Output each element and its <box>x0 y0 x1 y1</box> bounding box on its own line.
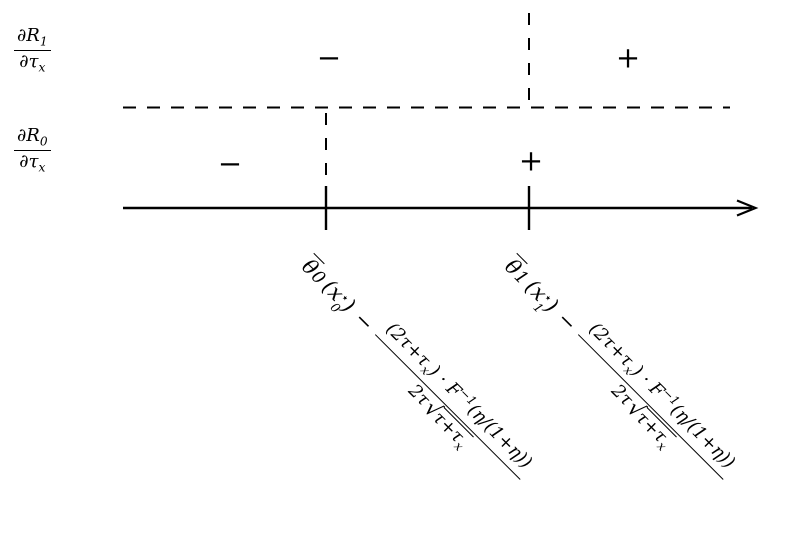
sign-r1-positive: + <box>615 40 641 75</box>
minus-operator: − <box>349 306 379 337</box>
partial-R: ∂R <box>17 25 40 46</box>
numerator-subscript: 1 <box>39 34 48 49</box>
axis-arrowhead-icon <box>736 199 759 217</box>
sign-r0-negative: − <box>217 146 243 181</box>
deriv-numerator: ∂R0 <box>14 125 51 152</box>
partial-tau: ∂τ <box>19 51 39 73</box>
minus-operator: − <box>552 306 582 337</box>
partial-R: ∂R <box>17 125 40 146</box>
deriv-label-dR0-dtaux: ∂R0 ∂τx <box>14 125 51 176</box>
deriv-denominator: ∂τx <box>19 151 45 175</box>
denominator-subscript: x <box>38 60 46 75</box>
deriv-numerator: ∂R1 <box>14 25 51 52</box>
numerator-subscript: 0 <box>39 134 48 149</box>
denominator-subscript: x <box>38 160 46 175</box>
partial-tau: ∂τ <box>19 151 39 173</box>
sign-r0-positive: + <box>518 143 544 178</box>
sign-r1-negative: − <box>316 40 342 75</box>
deriv-label-dR1-dtaux: ∂R1 ∂τx <box>14 25 51 76</box>
deriv-denominator: ∂τx <box>19 51 45 75</box>
